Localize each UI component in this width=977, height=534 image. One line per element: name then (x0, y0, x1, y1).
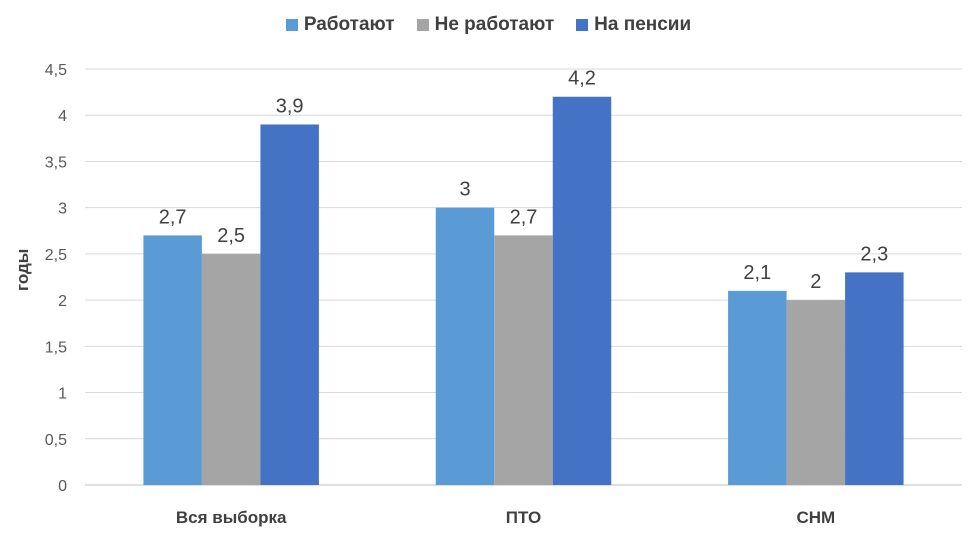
data-label: 2,5 (217, 225, 245, 247)
data-label: 2,1 (743, 262, 771, 284)
x-tick-label: СНМ (796, 508, 835, 527)
bar (260, 124, 319, 485)
x-tick-label: ПТО (506, 508, 541, 527)
y-tick-label: 4,5 (45, 62, 67, 79)
bar (143, 235, 202, 485)
legend: Работают Не работают На пенсии (0, 14, 977, 36)
bar (435, 207, 495, 485)
bar (201, 253, 261, 485)
legend-swatch-retired (576, 19, 589, 31)
y-tick-label: 2,5 (45, 247, 67, 264)
y-tick-label: 3,5 (45, 154, 67, 171)
legend-item-working: Работают (285, 14, 395, 36)
data-label: 3 (459, 179, 470, 201)
y-tick-label: 1,5 (45, 339, 67, 356)
bar (786, 300, 846, 485)
data-label: 2,7 (159, 206, 187, 228)
data-label: 4,2 (568, 68, 596, 90)
legend-item-not-working: Не работают (416, 14, 555, 36)
y-tick-label: 2 (58, 293, 67, 310)
bar (494, 235, 553, 485)
data-label: 2 (810, 271, 821, 293)
legend-swatch-not-working (416, 19, 429, 31)
y-tick-label: 0 (58, 478, 67, 495)
y-tick-label: 1 (58, 386, 67, 403)
x-tick-label: Вся выборка (176, 508, 287, 527)
legend-swatch-working (285, 19, 298, 31)
bar (728, 290, 787, 485)
data-label: 2,7 (510, 206, 538, 228)
legend-item-retired: На пенсии (576, 14, 691, 36)
legend-label-working: Работают (303, 14, 395, 35)
y-tick-label: 0,5 (45, 432, 67, 449)
data-label: 2,3 (860, 243, 888, 265)
bar (845, 272, 904, 485)
legend-label-retired: На пенсии (594, 14, 692, 35)
y-tick-label: 4 (58, 108, 67, 125)
data-label: 3,9 (276, 95, 304, 117)
y-tick-label: 3 (58, 201, 67, 218)
bar (552, 96, 612, 485)
legend-label-not-working: Не работают (434, 14, 555, 35)
